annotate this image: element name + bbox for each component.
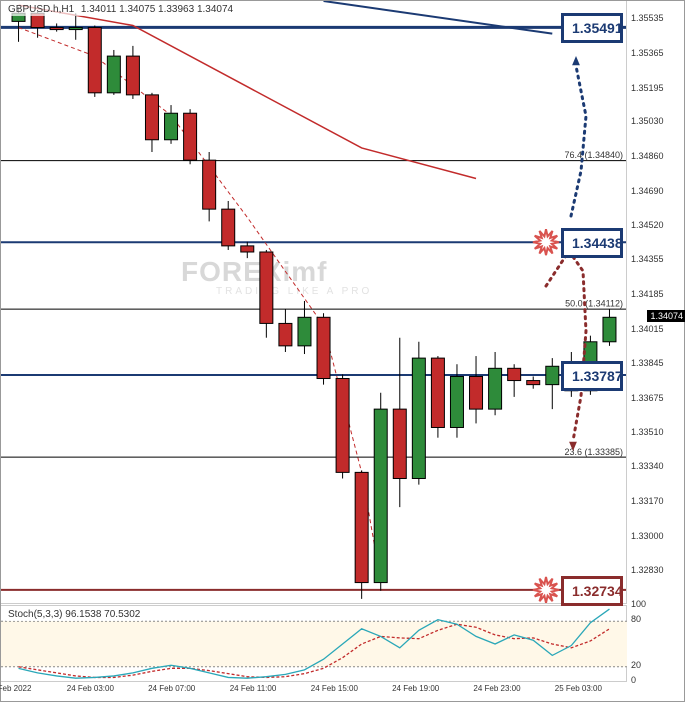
price-tick: 1.34520 — [631, 220, 664, 230]
price-tick: 1.33340 — [631, 461, 664, 471]
time-tick: 24 Feb 07:00 — [148, 684, 195, 693]
stoch-tick: 0 — [631, 675, 636, 685]
stoch-tick: 100 — [631, 599, 646, 609]
stoch-axis: 10080200 — [627, 604, 685, 681]
forex-chart-container: FOREXimf TRADING LIKE A PRO 76.4 (1.3484… — [0, 0, 685, 702]
time-tick: 24 Feb 15:00 — [311, 684, 358, 693]
time-axis: 23 Feb 2022 24 Feb 03:00 24 Feb 07:00 24 Fe… — [1, 681, 627, 702]
price-tick: 1.34185 — [631, 289, 664, 299]
svg-text:76.4 (1.34840): 76.4 (1.34840) — [564, 150, 623, 160]
price-level-box: 1.34438 — [561, 228, 623, 258]
time-tick: 24 Feb 11:00 — [230, 684, 277, 693]
stoch-tick: 20 — [631, 660, 641, 670]
ohlc-label: 1.34011 1.34075 1.33963 1.34074 — [81, 4, 233, 15]
time-tick: 23 Feb 2022 — [0, 684, 31, 693]
price-tick: 1.33845 — [631, 358, 664, 368]
price-tick: 1.34355 — [631, 254, 664, 264]
price-tick: 1.34015 — [631, 324, 664, 334]
symbol-label: GBPUSD.h,H1 — [8, 4, 74, 15]
price-tick: 1.32830 — [631, 565, 664, 575]
price-tick: 1.35365 — [631, 48, 664, 58]
time-tick: 24 Feb 19:00 — [392, 684, 439, 693]
chart-title-bar: GBPUSD.h,H1 1.34011 1.34075 1.33963 1.34… — [6, 3, 235, 16]
svg-text:50.0 (1.34112): 50.0 (1.34112) — [565, 299, 623, 309]
stochastic-panel[interactable]: Stoch(5,3,3) 96.1538 70.5302 — [1, 605, 627, 681]
time-tick: 24 Feb 03:00 — [67, 684, 114, 693]
price-tick: 1.33675 — [631, 393, 664, 403]
current-price-tag: 1.34074 — [647, 310, 685, 322]
price-level-box: 1.32734 — [561, 576, 623, 606]
chart-svg-layer: 76.4 (1.34840)50.0 (1.34112)23.6 (1.3338… — [1, 1, 627, 604]
time-tick: 24 Feb 23:00 — [473, 684, 520, 693]
price-tick: 1.35535 — [631, 13, 664, 23]
price-tick: 1.33170 — [631, 496, 664, 506]
stoch-tick: 80 — [631, 614, 641, 624]
price-tick: 1.34860 — [631, 151, 664, 161]
stoch-title: Stoch(5,3,3) 96.1538 70.5302 — [6, 608, 142, 621]
price-axis: 1.34074 1.35535 1.35365 1.35195 1.35030 1.348… — [627, 1, 685, 604]
price-level-box: 1.33787 — [561, 361, 623, 391]
main-price-chart[interactable]: FOREXimf TRADING LIKE A PRO 76.4 (1.3484… — [1, 1, 627, 604]
price-tick: 1.33000 — [631, 531, 664, 541]
price-tick: 1.34690 — [631, 186, 664, 196]
price-tick: 1.35195 — [631, 83, 664, 93]
price-tick: 1.33510 — [631, 427, 664, 437]
price-level-box: 1.35491 — [561, 13, 623, 43]
time-tick: 25 Feb 03:00 — [555, 684, 602, 693]
price-tick: 1.35030 — [631, 116, 664, 126]
